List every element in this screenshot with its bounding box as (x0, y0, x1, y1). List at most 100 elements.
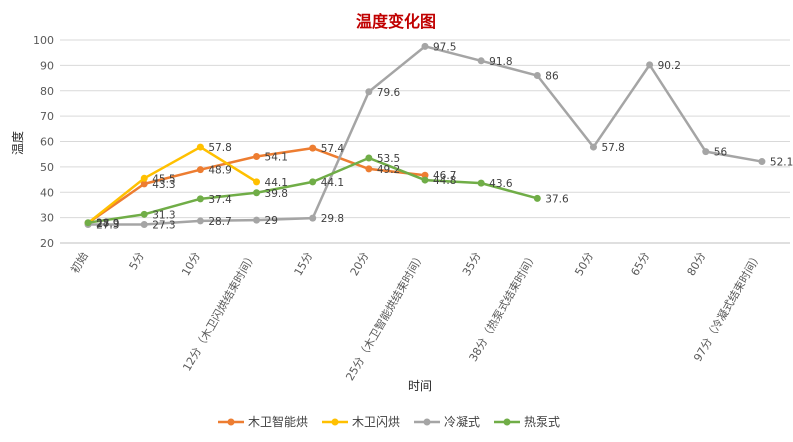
legend-marker (227, 418, 235, 426)
x-axis-title: 时间 (408, 379, 432, 393)
series-layer (84, 42, 766, 228)
legend-label: 木卫智能烘 (248, 414, 308, 429)
data-label: 97.5 (433, 41, 456, 53)
data-label: 46.7 (433, 170, 456, 182)
legend: 木卫智能烘 木卫闪烘 冷凝式 热泵式 (218, 414, 560, 429)
data-point (309, 144, 317, 152)
data-point (140, 180, 148, 188)
series-line (87, 145, 258, 224)
legend-marker (423, 418, 431, 426)
data-label: 79.6 (377, 87, 401, 99)
data-label: 43.3 (152, 179, 175, 191)
data-label: 28 (96, 218, 109, 230)
data-label: 49.2 (377, 164, 400, 176)
x-tick-label: 35分 (460, 250, 484, 278)
data-point (421, 42, 429, 50)
series-3 (84, 42, 766, 228)
data-label: 37.4 (208, 194, 232, 206)
data-label: 57.8 (601, 142, 624, 154)
y-tick-label: 100 (33, 34, 54, 47)
data-point (421, 171, 429, 179)
data-label: 45.5 (152, 173, 175, 185)
legend-marker (331, 418, 339, 426)
data-point (309, 178, 317, 186)
data-label: 44.1 (321, 177, 344, 189)
y-tick-label: 20 (40, 237, 54, 250)
x-tick-label: 5分 (127, 250, 147, 272)
data-label: 27.3 (152, 219, 175, 231)
data-point (140, 220, 148, 228)
series-2 (84, 143, 261, 227)
data-label: 48.9 (208, 165, 231, 177)
legend-label: 木卫闪烘 (352, 415, 400, 429)
data-label: 56 (714, 147, 728, 159)
legend-item: 木卫闪烘 (322, 415, 400, 429)
data-label: 27.3 (96, 219, 119, 231)
x-tick-label: 20分 (348, 250, 372, 278)
data-point (421, 176, 429, 184)
data-label: 37.6 (545, 193, 569, 205)
legend-item: 冷凝式 (414, 414, 480, 429)
y-axis-title: 温度 (10, 131, 25, 155)
data-point (253, 189, 261, 197)
data-point (533, 72, 541, 80)
legend-label: 热泵式 (524, 415, 560, 429)
x-tick-label: 65分 (628, 250, 652, 278)
x-tick-label: 80分 (685, 250, 709, 278)
y-tick-label: 50 (40, 161, 54, 174)
data-label: 52.1 (770, 157, 793, 169)
data-label: 28.7 (208, 216, 231, 228)
data-label: 86 (545, 71, 559, 83)
data-label: 91.8 (489, 56, 512, 68)
data-label: 29.8 (321, 213, 344, 225)
data-point (589, 143, 597, 151)
chart-title: 温度变化图 (355, 12, 436, 31)
series-line (88, 45, 763, 226)
data-point (196, 143, 204, 151)
legend-item: 木卫智能烘 (218, 414, 308, 429)
y-tick-label: 90 (40, 59, 54, 72)
data-label: 27.9 (96, 218, 119, 230)
x-tick-label: 15分 (292, 250, 316, 278)
data-point (196, 195, 204, 203)
data-point (477, 57, 485, 65)
data-label: 44.1 (265, 177, 288, 189)
data-point (365, 165, 373, 173)
data-label: 29 (265, 215, 278, 227)
data-label: 57.4 (321, 143, 345, 155)
legend-item: 热泵式 (494, 415, 560, 429)
x-tick-label: 初始 (68, 250, 91, 276)
y-tick-label: 40 (40, 186, 54, 199)
data-point (758, 158, 766, 166)
data-point (702, 148, 710, 156)
series-4 (84, 154, 541, 227)
y-tick-label: 70 (40, 110, 54, 123)
data-label: 53.5 (377, 153, 400, 165)
data-label: 57.8 (208, 142, 231, 154)
legend-marker (503, 418, 511, 426)
data-point (196, 217, 204, 225)
data-label: 27.9 (96, 218, 119, 230)
data-label: 31.3 (152, 209, 175, 221)
gridlines (60, 39, 790, 244)
data-point (84, 219, 92, 227)
x-tick-label: 50分 (572, 250, 596, 278)
data-point (140, 210, 148, 218)
legend-label: 冷凝式 (444, 414, 480, 429)
x-tick-label: 10分 (179, 250, 203, 278)
data-point (253, 152, 261, 160)
y-axis-ticks: 20 30 40 50 60 70 80 90 100 (33, 34, 54, 250)
data-point (365, 154, 373, 162)
data-label: 43.6 (489, 178, 513, 190)
data-point (253, 216, 261, 224)
data-point (196, 166, 204, 174)
y-tick-label: 60 (40, 136, 54, 149)
data-point (253, 178, 261, 186)
data-point (533, 194, 541, 202)
data-point (140, 174, 148, 182)
data-label: 44.8 (433, 175, 456, 187)
data-point (309, 214, 317, 222)
data-labels-layer: 27.943.348.954.157.449.246.727.945.557.8… (96, 41, 793, 231)
